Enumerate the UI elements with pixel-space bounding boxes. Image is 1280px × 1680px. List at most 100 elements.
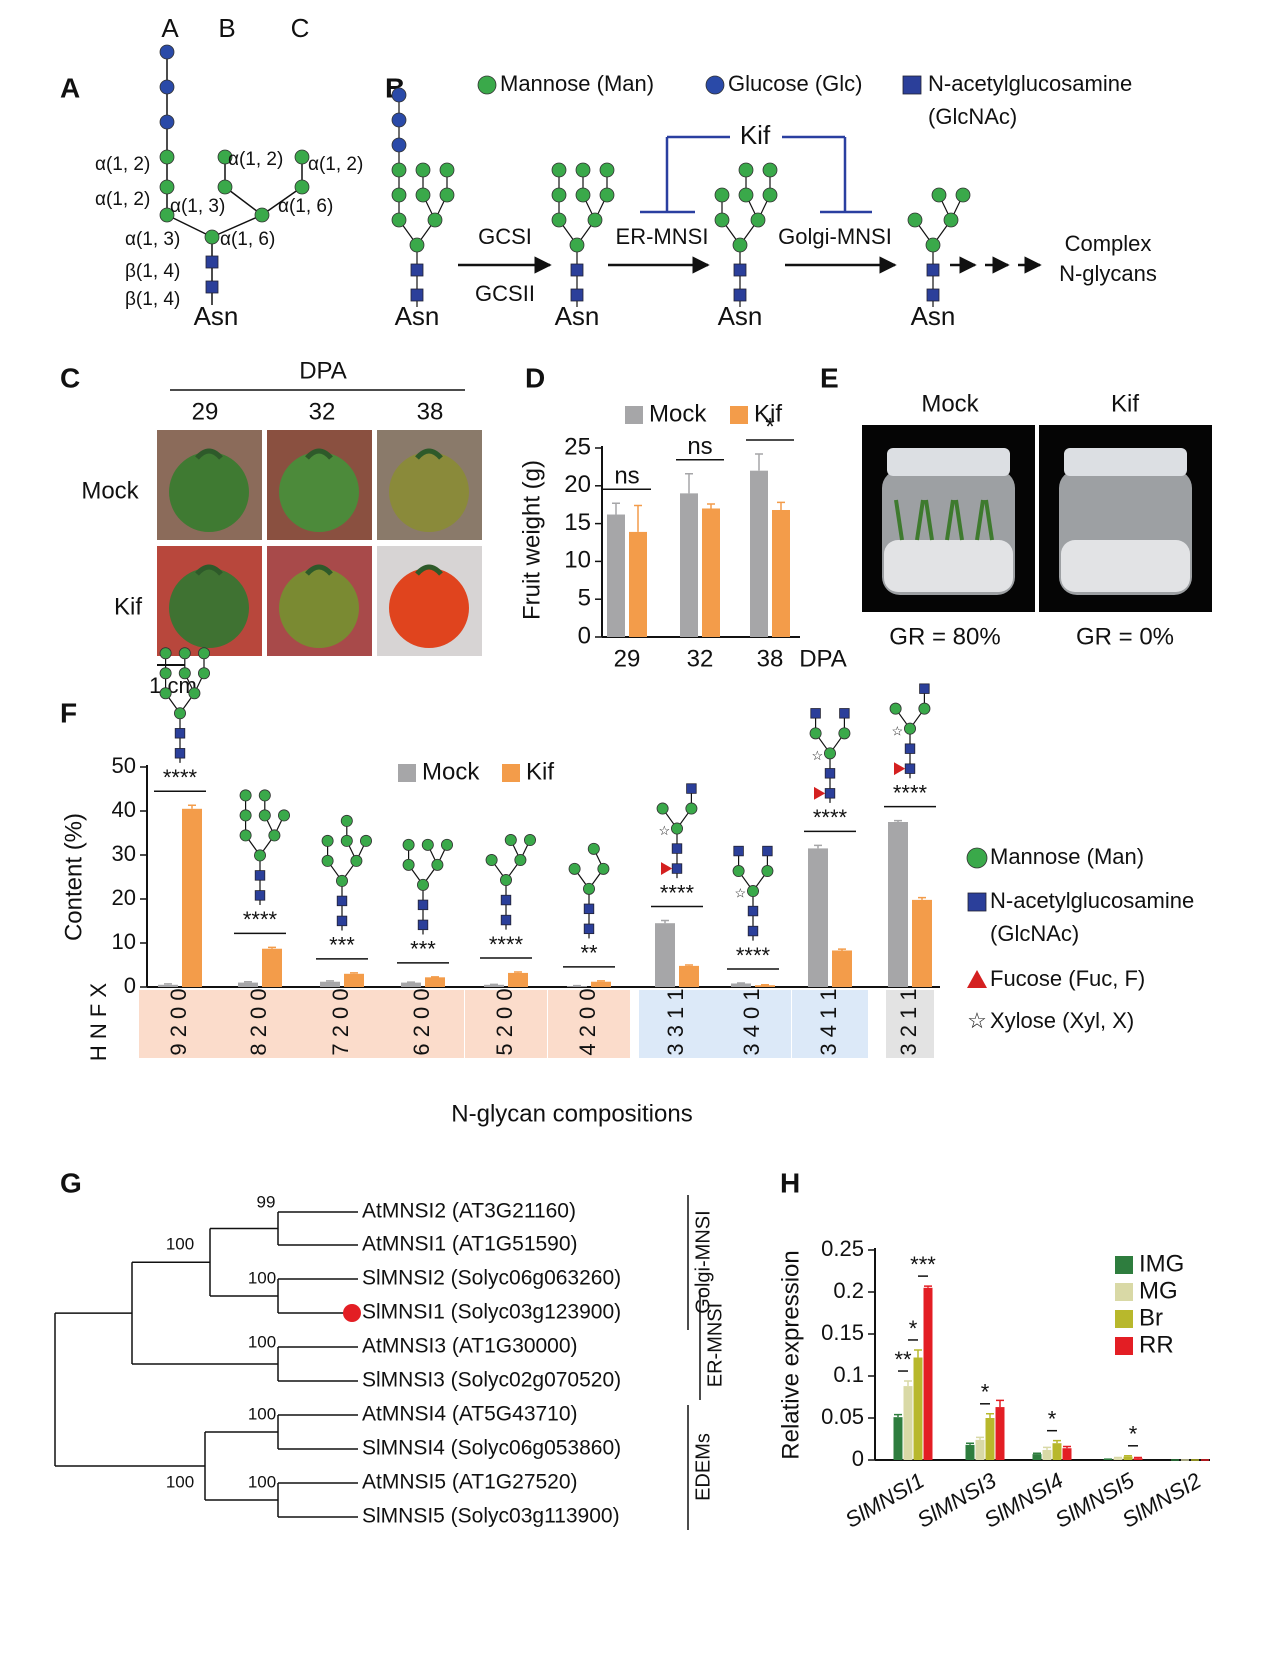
bar bbox=[888, 822, 908, 987]
significance: **** bbox=[736, 943, 771, 968]
sugar-mannose bbox=[714, 212, 730, 228]
error-bar bbox=[976, 1436, 984, 1440]
bootstrap: 100 bbox=[166, 1234, 194, 1253]
legend-swatch bbox=[730, 406, 748, 424]
error-bar bbox=[996, 1399, 1004, 1408]
row-label: H N F X bbox=[86, 983, 111, 1062]
sugar-glcnac bbox=[733, 288, 747, 302]
sugar-mannose bbox=[738, 162, 754, 178]
sugar-glcnac bbox=[174, 728, 186, 739]
sugar-xylose: ☆ bbox=[734, 886, 745, 901]
sugar-mannose bbox=[159, 44, 175, 60]
error-bar bbox=[777, 501, 785, 510]
error-bar bbox=[1124, 1455, 1132, 1457]
x-tick-label: 9 2 0 0 bbox=[166, 988, 191, 1055]
error-bar bbox=[268, 946, 276, 949]
sugar-fucose bbox=[967, 970, 987, 988]
y-axis-label: Content (%) bbox=[60, 813, 87, 941]
sugar-mannose bbox=[159, 149, 175, 165]
sugar-mannose bbox=[587, 212, 603, 228]
sugar-mannose bbox=[925, 237, 941, 253]
asn: Asn bbox=[194, 301, 239, 331]
error-bar bbox=[814, 844, 822, 849]
sugar-glcnac bbox=[254, 890, 266, 901]
error-bar bbox=[894, 819, 902, 822]
y-tick-label: 0.25 bbox=[821, 1236, 864, 1261]
sugar-mannose bbox=[597, 862, 610, 875]
sugar-mannose bbox=[340, 834, 353, 847]
sugar-mannose bbox=[738, 187, 754, 203]
sugar-glcnac bbox=[926, 288, 940, 302]
sugar-mannose bbox=[599, 162, 615, 178]
error-bar bbox=[244, 980, 252, 983]
sugar-glcnac bbox=[336, 915, 348, 927]
significance: * bbox=[981, 1380, 990, 1405]
sugar-mannose bbox=[685, 802, 698, 815]
y-tick-label: 10 bbox=[564, 547, 591, 574]
y-tick-label: 0.05 bbox=[821, 1404, 864, 1429]
legend-swatch bbox=[1115, 1337, 1133, 1355]
sugar-mannose bbox=[439, 162, 455, 178]
calyx bbox=[195, 448, 223, 460]
bootstrap: 100 bbox=[248, 1472, 276, 1491]
linkage: α(1, 2) bbox=[95, 154, 150, 175]
sugar-mannose bbox=[391, 137, 407, 153]
y-tick-label: 10 bbox=[112, 929, 136, 954]
error-bar bbox=[685, 964, 693, 966]
panel-label: D bbox=[525, 362, 545, 393]
legend-label: Kif bbox=[526, 758, 554, 785]
sugar-mannose bbox=[943, 212, 959, 228]
category-band bbox=[219, 990, 301, 1058]
calyx bbox=[415, 564, 443, 576]
sugar-mannose bbox=[254, 207, 270, 223]
bar bbox=[750, 470, 768, 637]
sugar-glcnac bbox=[733, 845, 744, 857]
sugar-glcnac bbox=[410, 263, 424, 277]
error-bar bbox=[634, 504, 642, 532]
x-tick-label: 8 2 0 0 bbox=[246, 988, 271, 1055]
y-tick-label: 5 bbox=[578, 585, 591, 612]
error-bar bbox=[924, 1285, 932, 1288]
sugar-mannose bbox=[732, 865, 745, 878]
sugar-mannose bbox=[931, 187, 947, 203]
tomato bbox=[389, 452, 469, 532]
linkage: α(1, 3) bbox=[170, 196, 225, 217]
sugar-mannose bbox=[485, 854, 498, 867]
sugar-mannose bbox=[402, 838, 415, 851]
sugar-mannose bbox=[551, 162, 567, 178]
error-bar bbox=[597, 980, 605, 982]
sugar-glcnac bbox=[747, 905, 759, 917]
column-label: Kif bbox=[1111, 390, 1139, 417]
linkage: β(1, 4) bbox=[125, 261, 180, 282]
jar-medium bbox=[1061, 540, 1190, 592]
bar bbox=[508, 972, 528, 987]
sugar-mannose bbox=[824, 747, 837, 760]
leaf-label: AtMNSI3 (AT1G30000) bbox=[362, 1335, 578, 1358]
seedling bbox=[915, 499, 925, 541]
sugar-xylose: ☆ bbox=[891, 723, 902, 738]
sugar-mannose bbox=[159, 687, 172, 700]
bar bbox=[655, 923, 675, 987]
error-bar bbox=[326, 980, 334, 982]
bootstrap: 100 bbox=[248, 1268, 276, 1287]
day-label: 29 bbox=[192, 398, 219, 425]
significance: *** bbox=[910, 1252, 936, 1277]
x-tick-label: 3 4 1 1 bbox=[816, 988, 841, 1055]
significance: **** bbox=[163, 765, 198, 790]
sugar-glcnac bbox=[205, 255, 219, 269]
bar bbox=[182, 808, 202, 987]
category-band bbox=[639, 990, 715, 1058]
sugar-mannose bbox=[178, 667, 191, 680]
leaf-label: SlMNSI2 (Solyc06g063260) bbox=[362, 1267, 621, 1290]
leaf-label: SlMNSI4 (Solyc06g053860) bbox=[362, 1437, 621, 1460]
x-tick-label: 32 bbox=[687, 645, 714, 672]
panel-label: F bbox=[60, 697, 77, 728]
jar-lid bbox=[887, 448, 1010, 476]
legend-label: Kif bbox=[754, 400, 782, 427]
sugar-mannose bbox=[391, 162, 407, 178]
significance: **** bbox=[813, 805, 848, 830]
error-bar bbox=[914, 1349, 922, 1358]
bar bbox=[158, 984, 178, 987]
legend-label: Mannose (Man) bbox=[500, 71, 654, 96]
